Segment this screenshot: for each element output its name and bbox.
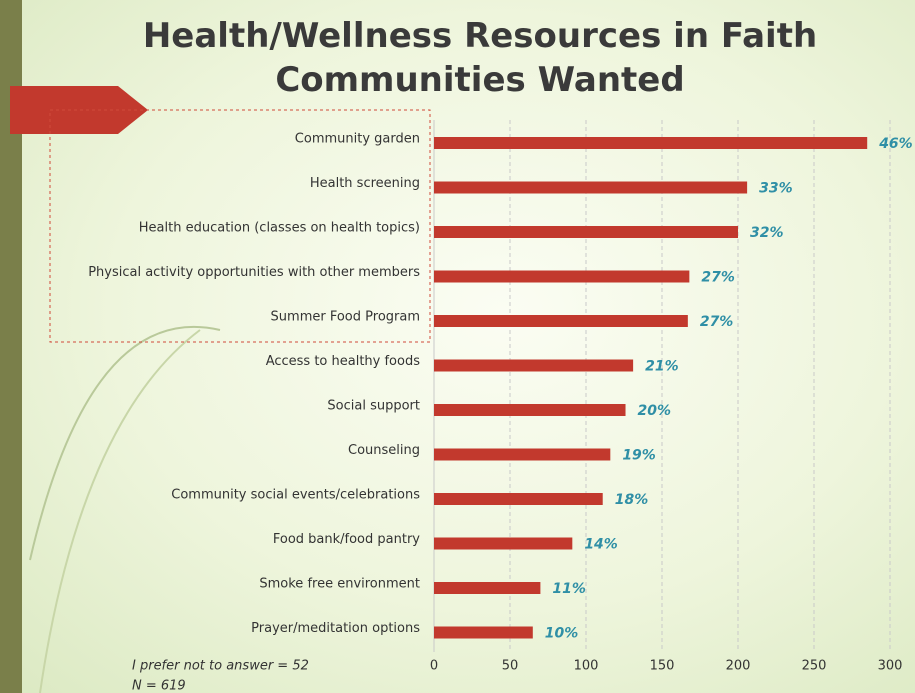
y-tick-label: Community social events/celebrations [171, 488, 420, 503]
value-label: 27% [700, 314, 734, 330]
decor [39, 329, 201, 693]
bar [434, 359, 634, 372]
y-tick-label: Health education (classes on health topi… [139, 221, 420, 236]
bar [434, 626, 533, 639]
bar [434, 493, 603, 505]
value-label: 19% [622, 448, 656, 464]
y-tick-label: Physical activity opportunities with oth… [88, 265, 420, 280]
x-tick-label: 100 [574, 659, 599, 674]
y-tick-label: Community garden [295, 132, 420, 147]
value-label: 20% [638, 403, 672, 419]
bar [434, 226, 738, 238]
y-tick-label: Food bank/food pantry [273, 532, 420, 547]
arrow-decor [10, 86, 148, 134]
x-tick-label: 200 [726, 659, 751, 674]
value-label: 46% [878, 136, 913, 152]
x-tick-label: 150 [650, 659, 675, 674]
y-tick-label: Access to healthy foods [266, 354, 421, 369]
y-tick-label: Social support [327, 399, 420, 414]
bar [434, 404, 626, 416]
value-label: 32% [750, 225, 784, 241]
bar [434, 537, 573, 550]
x-tick-label: 250 [802, 659, 827, 674]
x-tick-label: 300 [878, 659, 903, 674]
note: I prefer not to answer = 52 [132, 659, 309, 674]
value-label: 14% [584, 537, 618, 553]
value-label: 11% [552, 581, 586, 597]
bar [434, 582, 541, 594]
chart-title: Health/Wellness Resources in Faith Commu… [142, 16, 818, 100]
y-tick-label: Counseling [348, 443, 420, 458]
value-label: 10% [545, 626, 579, 642]
y-tick-label: Summer Food Program [271, 310, 420, 325]
y-tick-label: Smoke free environment [259, 577, 420, 592]
bar [434, 448, 611, 461]
value-label: 21% [645, 359, 679, 375]
y-tick-label: Prayer/meditation options [251, 621, 420, 636]
bar [434, 270, 690, 283]
bar [434, 137, 868, 149]
x-tick-label: 0 [430, 659, 438, 674]
decor [29, 325, 221, 561]
x-tick-label: 50 [502, 659, 519, 674]
bar [434, 181, 748, 194]
bar [434, 315, 688, 327]
value-label: 27% [701, 270, 735, 286]
value-label: 33% [759, 181, 793, 197]
left-edge [0, 0, 22, 693]
note: N = 619 [132, 679, 186, 693]
y-tick-label: Health screening [310, 176, 420, 191]
value-label: 18% [615, 492, 649, 508]
